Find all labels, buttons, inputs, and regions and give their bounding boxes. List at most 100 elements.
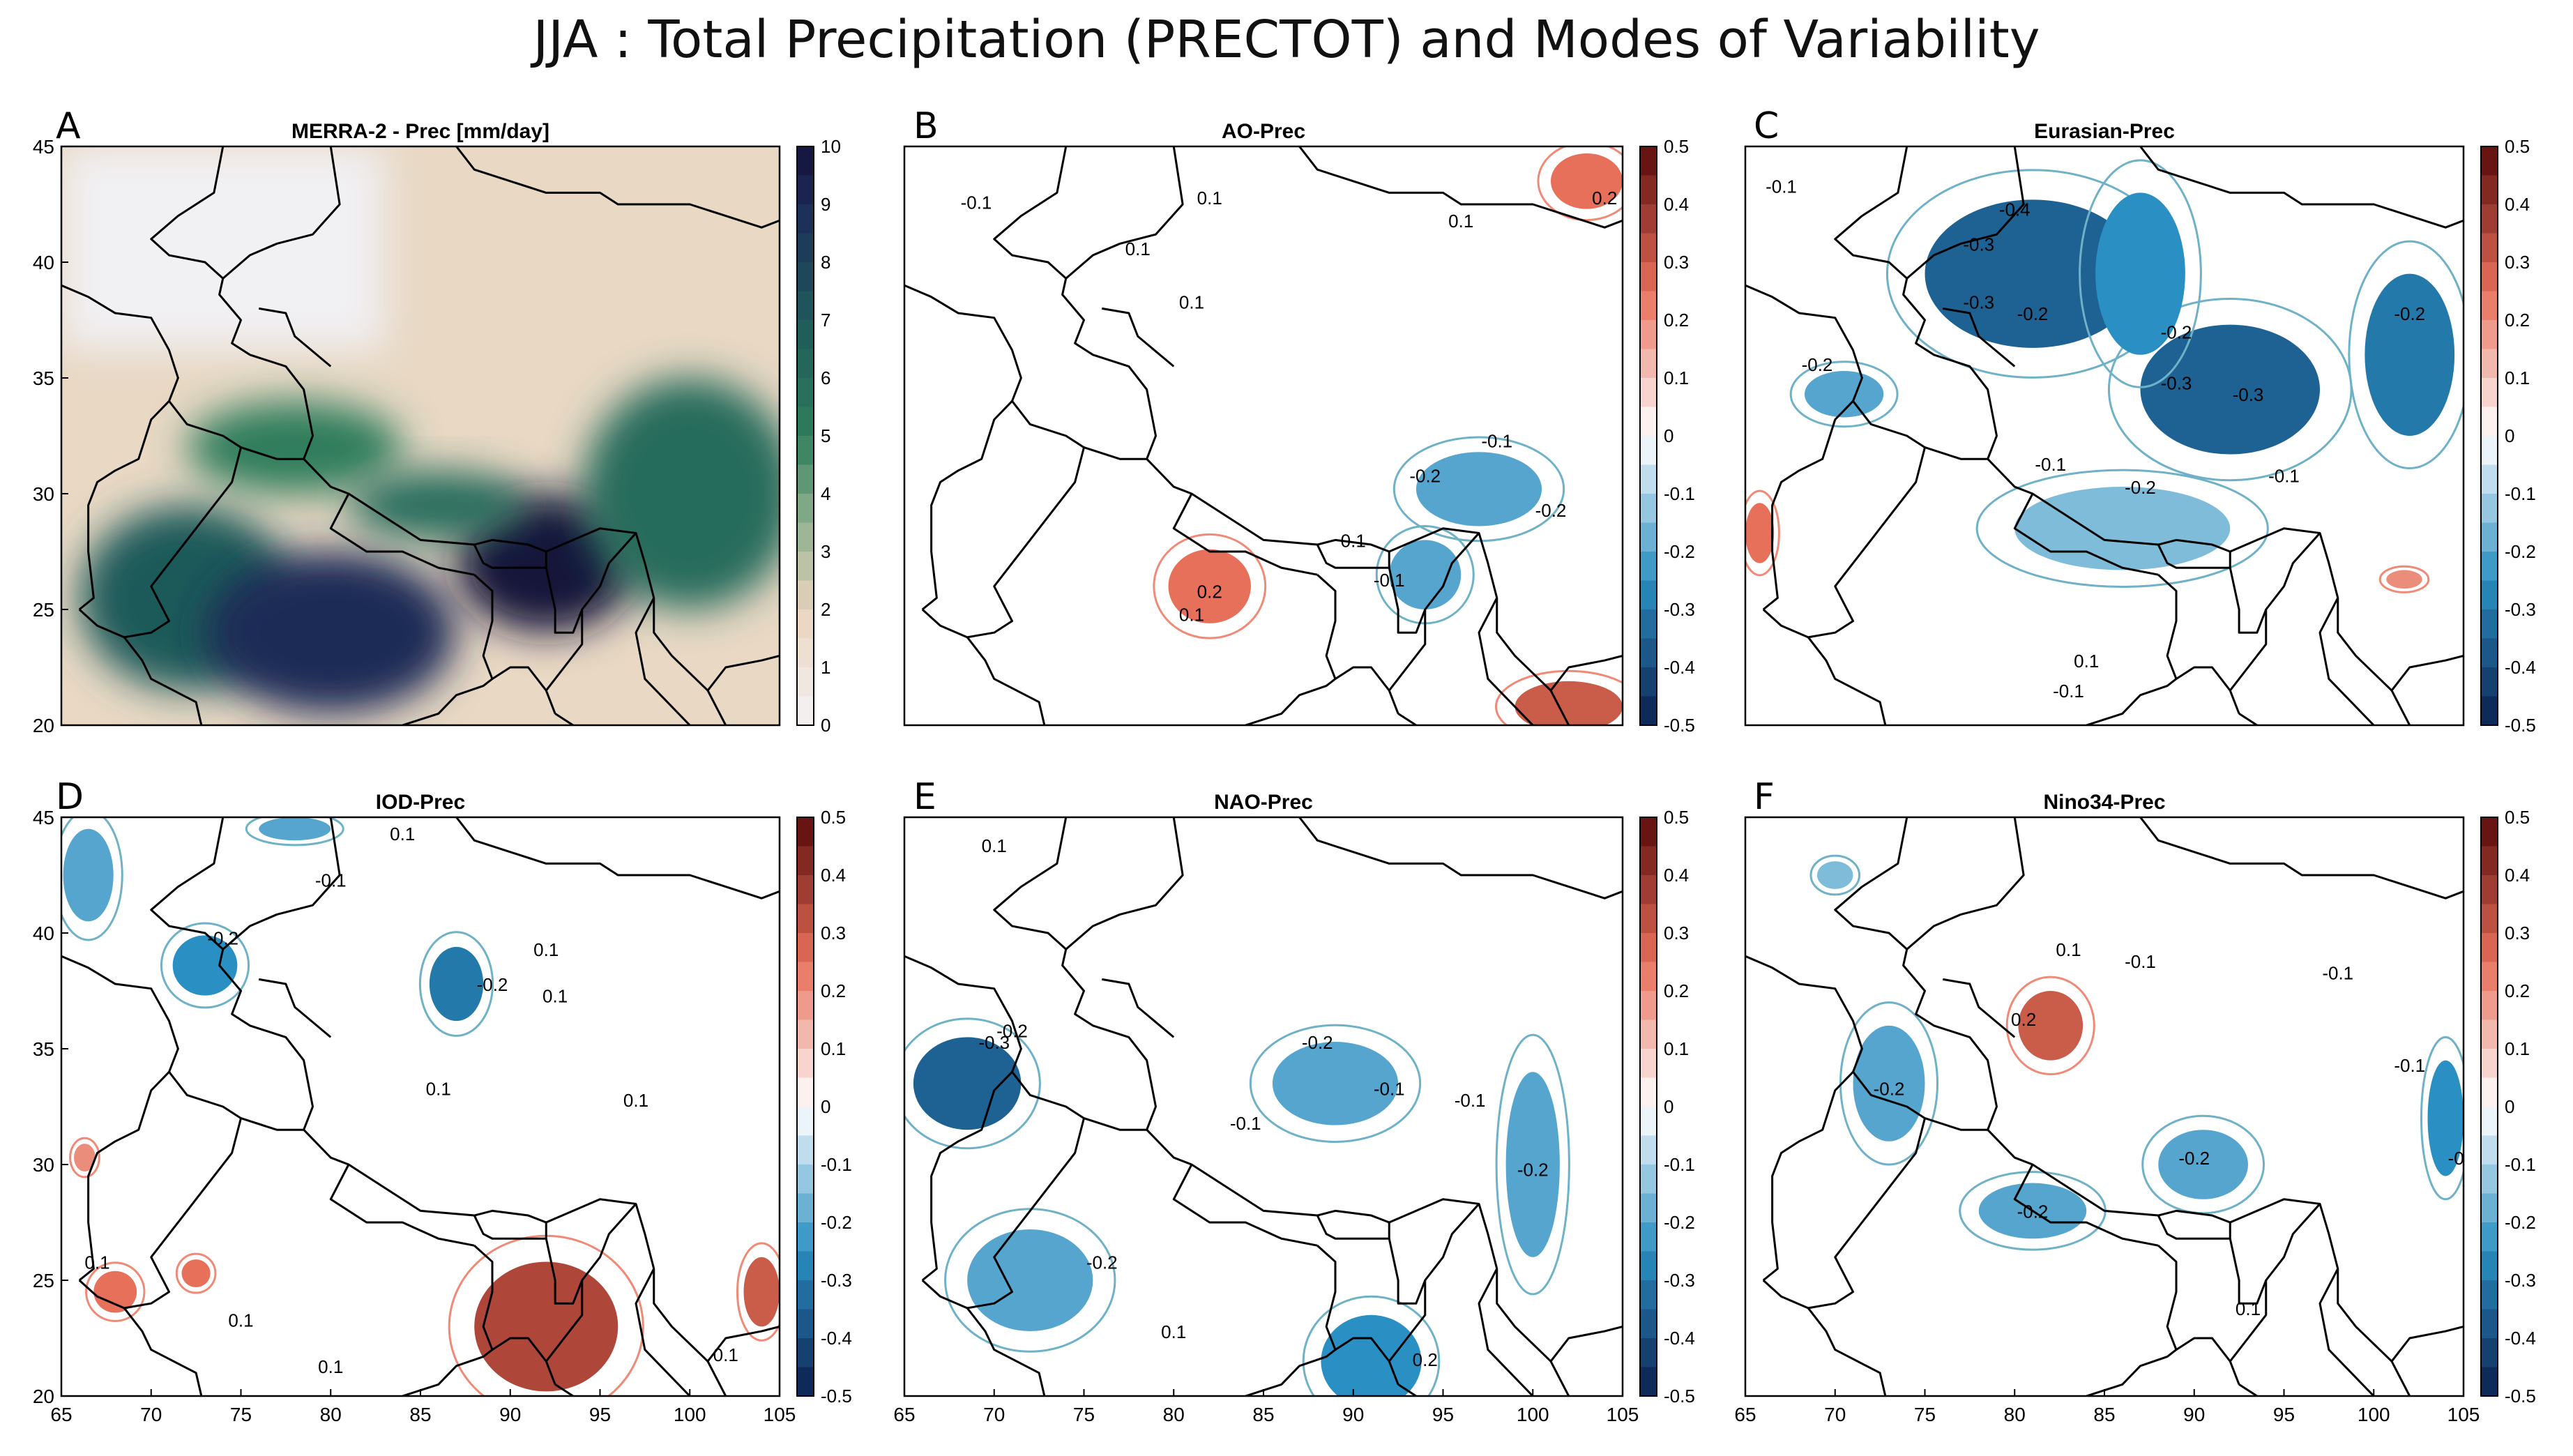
shaded-region: [1415, 452, 1542, 526]
country-border: [1807, 400, 1926, 639]
country-border: [241, 446, 304, 460]
country-border: [1942, 978, 2016, 1038]
colorbar-tick-label: -0.3: [821, 1270, 852, 1291]
panel-title: Nino34-Prec: [2043, 791, 2165, 814]
panel-letter: A: [56, 105, 81, 147]
country-border: [545, 1203, 637, 1305]
panel-title: IOD-Prec: [376, 791, 465, 814]
colorbar-tick-label: 0: [821, 715, 830, 736]
contour-line: [69, 1137, 100, 1178]
shaded-region: [967, 1229, 1093, 1332]
colorbar-tick-label: -0.2: [2505, 1212, 2536, 1233]
panel-e: -0.3-0.2-0.2-0.1-0.10.1-0.2-0.20.10.2-0.…: [893, 776, 1695, 1425]
figure-title: JJA : Total Precipitation (PRECTOT) and …: [533, 10, 2040, 70]
contour-label: 0.1: [318, 1356, 343, 1377]
country-border: [1245, 1349, 1336, 1396]
country-border: [1745, 284, 1863, 611]
colorbar-tick-label: 5: [821, 425, 830, 446]
x-tick-label: 65: [1734, 1404, 1756, 1425]
x-tick-label: 90: [2183, 1404, 2205, 1425]
country-border: [1245, 678, 1336, 725]
contour-line: [904, 1017, 1041, 1150]
contour-label: -0.2: [1302, 1032, 1333, 1053]
x-tick-label: 105: [764, 1404, 796, 1425]
contour-label: 0.1: [84, 1252, 109, 1273]
shaded-region: [1321, 1314, 1422, 1396]
country-border: [2013, 493, 2159, 576]
contour-label: -0.2: [1086, 1252, 1118, 1273]
country-border: [329, 493, 475, 576]
colorbar: 0.5 0.4 0.3 0.2 0.1 0 -0.1 -0.2 -0.3 -0.4 -0.5: [1639, 136, 1695, 736]
contour-label: -0.1: [2035, 454, 2066, 475]
shaded-region: [187, 401, 403, 494]
country-border: [123, 1071, 242, 1310]
colorbar-tick-label: 0: [1664, 1096, 1673, 1117]
x-tick-label: 80: [320, 1404, 342, 1425]
x-tick-label: 70: [140, 1404, 162, 1425]
x-tick-label: 85: [409, 1404, 431, 1425]
country-border: [635, 1268, 691, 1396]
country-border: [455, 817, 780, 900]
contour-label: -0.3: [2233, 384, 2264, 405]
country-border: [1834, 817, 2464, 1363]
colorbar-tick-label: 0.2: [2505, 980, 2530, 1001]
contour-line: [1302, 1295, 1441, 1396]
x-tick-label: 75: [230, 1404, 252, 1425]
colorbar-tick-label: 0.3: [2505, 252, 2530, 273]
x-tick-label: 100: [2358, 1404, 2390, 1425]
contour-label: 0.1: [2074, 651, 2099, 672]
contour-label: 0.2: [1592, 188, 1617, 208]
country-border: [2086, 678, 2177, 725]
x-tick-label: 100: [1517, 1404, 1549, 1425]
country-border: [2238, 713, 2258, 725]
shaded-region: [205, 552, 457, 714]
panel-letter: E: [913, 776, 936, 818]
axes-frame: [903, 145, 1624, 727]
panel-title: MERRA-2 - Prec [mm/day]: [291, 120, 549, 143]
colorbar-tick-label: 0.3: [2505, 923, 2530, 943]
shaded-region: [913, 1037, 1022, 1130]
country-border: [258, 307, 332, 367]
contour-label: 0.1: [713, 1344, 738, 1365]
contour-label: 0.1: [2056, 939, 2081, 960]
country-border: [1298, 146, 1623, 229]
contour-label: -0.2: [2178, 1148, 2210, 1169]
x-tick-label: 95: [589, 1404, 611, 1425]
y-tick-label: 45: [33, 807, 54, 828]
contour-line: [1809, 854, 1861, 896]
contour-line: [2079, 159, 2202, 388]
country-border: [635, 597, 691, 725]
colorbar-tick-label: -0.3: [1664, 1270, 1695, 1291]
country-border: [1101, 307, 1175, 367]
shaded-region: [1272, 1042, 1399, 1125]
country-border: [1549, 1360, 1570, 1396]
country-border: [1065, 817, 1184, 950]
country-border: [61, 955, 179, 1282]
country-border: [78, 608, 203, 725]
y-tick-label: 30: [33, 483, 54, 505]
country-border: [1388, 1280, 1427, 1363]
colorbar-tick-label: -0.5: [1664, 1386, 1695, 1406]
contour-label: -0.3: [2161, 373, 2192, 394]
colorbar-tick-label: 0.3: [1664, 252, 1689, 273]
country-border: [1834, 146, 2464, 692]
y-tick-label: 25: [33, 599, 54, 621]
x-tick-label: 65: [893, 1404, 915, 1425]
contour-label: 0.1: [982, 835, 1007, 856]
country-border: [1172, 1164, 1318, 1247]
colorbar-tick-label: 7: [821, 310, 830, 331]
contour-label: -0.1: [1374, 1078, 1405, 1099]
contour-label: -0.2: [1409, 465, 1441, 486]
shaded-region: [429, 946, 484, 1022]
colorbar-tick-label: -0.2: [1664, 1212, 1695, 1233]
contour-line: [1537, 146, 1623, 222]
contour-label: 0.1: [1125, 238, 1151, 259]
y-tick-label: 35: [33, 367, 54, 389]
shaded-region: [1515, 681, 1623, 725]
contour-label: 0.1: [1341, 530, 1366, 551]
colorbar-tick-label: -0.4: [2505, 657, 2536, 678]
colorbar-tick-label: 0.2: [2505, 310, 2530, 331]
contour-label: 0.1: [2236, 1298, 2261, 1319]
colorbar-tick-label: 0.3: [821, 923, 846, 943]
colorbar-tick-label: 0: [2505, 425, 2514, 446]
